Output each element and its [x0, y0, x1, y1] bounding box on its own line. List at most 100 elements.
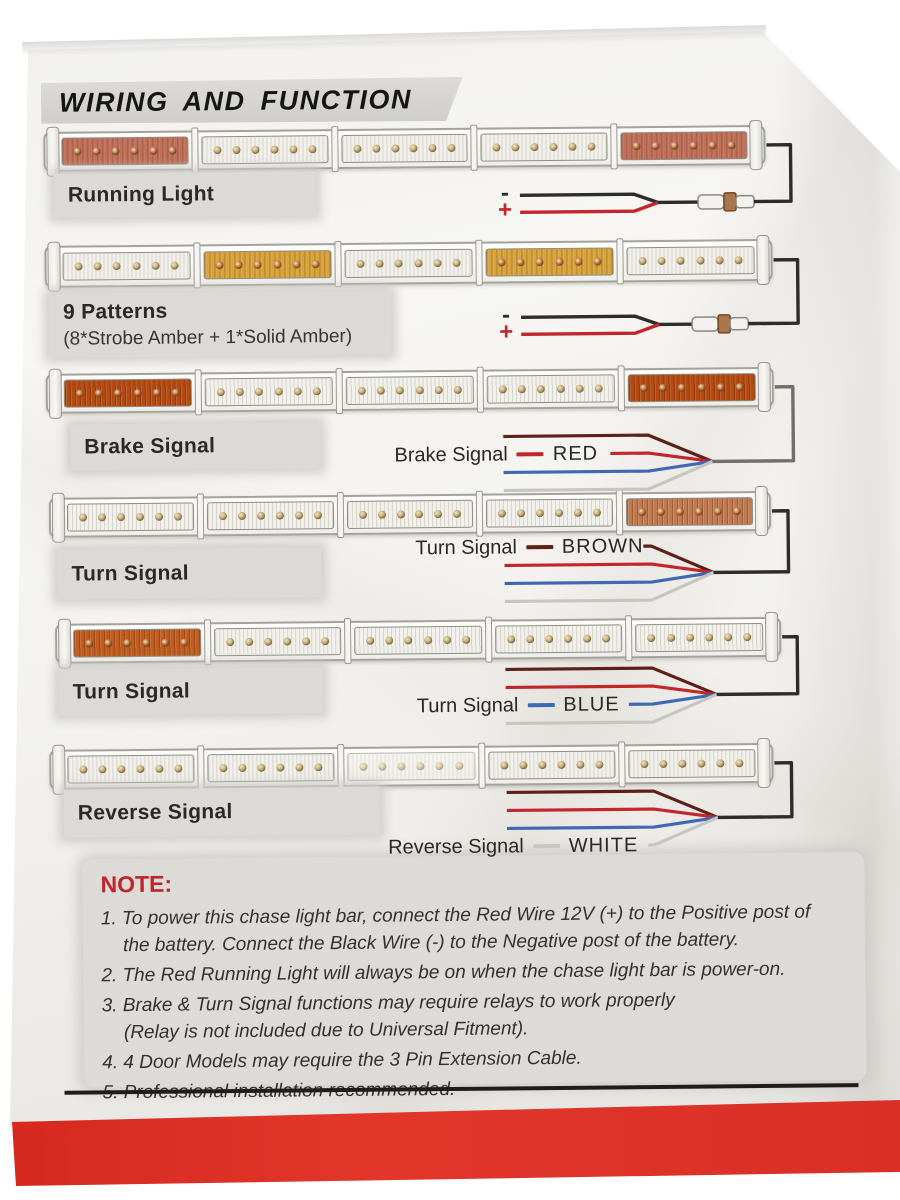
page-title: WIRING AND FUNCTION	[58, 83, 413, 118]
positive-label: +	[497, 196, 513, 224]
led-segment	[201, 135, 329, 165]
section-sublabel: (8*Strobe Amber + 1*Solid Amber)	[63, 325, 353, 350]
bar-bracket-tab	[335, 368, 344, 415]
led-segment	[203, 250, 332, 280]
led-dot	[435, 762, 444, 771]
led-dot	[452, 258, 461, 267]
led-dot	[716, 383, 725, 392]
led-dot	[716, 759, 725, 768]
led-dot	[378, 762, 387, 771]
led-dot	[149, 146, 158, 155]
running-light-negative-wire	[519, 192, 659, 205]
led-dot	[454, 761, 463, 770]
wire-signal-text: Turn Signal	[416, 693, 519, 717]
led-dot	[549, 142, 558, 152]
power-connector-plug	[691, 316, 719, 332]
led-segment	[344, 248, 473, 278]
led-segment	[487, 750, 616, 780]
led-dot	[237, 511, 246, 521]
led-dot	[507, 635, 516, 644]
wire-color-dash	[532, 843, 560, 849]
led-dot	[697, 759, 706, 768]
bar-end-cap	[51, 492, 66, 543]
led-dot	[647, 634, 656, 643]
led-dot	[583, 634, 592, 643]
led-dot	[155, 764, 164, 773]
led-dot	[537, 385, 546, 394]
led-dot	[292, 260, 301, 269]
reverse-signal-wire-label: Reverse Signal WHITE	[388, 831, 638, 861]
led-dot	[715, 256, 724, 265]
bar-bracket-tab	[336, 492, 344, 539]
led-dot	[697, 383, 706, 392]
led-dot	[676, 256, 686, 265]
wire-color-name: BLUE	[563, 692, 620, 716]
led-dot	[416, 762, 425, 771]
led-segment	[61, 136, 189, 166]
led-dot	[638, 257, 647, 266]
led-dot	[236, 387, 245, 397]
led-dot	[640, 760, 649, 769]
led-dot	[289, 145, 298, 154]
led-dot	[358, 510, 367, 519]
running-light-positive-wire	[520, 200, 659, 215]
led-dot	[321, 637, 330, 646]
led-dot	[434, 510, 443, 519]
led-dot	[397, 762, 406, 771]
led-dot	[575, 384, 584, 393]
led-dot	[308, 145, 317, 154]
led-dot	[555, 508, 564, 517]
led-dot	[678, 759, 687, 768]
led-dot	[517, 509, 526, 518]
led-dot	[723, 633, 732, 642]
led-dot	[576, 760, 585, 769]
led-dot	[97, 513, 106, 522]
led-dot	[79, 765, 88, 774]
led-dot	[735, 383, 744, 392]
led-dot	[234, 260, 243, 270]
bar-bracket-tab	[193, 242, 201, 289]
led-segment	[62, 251, 191, 281]
power-connector-plug	[729, 316, 749, 331]
led-dot	[168, 146, 177, 155]
led-dot	[390, 144, 400, 153]
led-dot	[359, 762, 368, 771]
note-item-1: 1. To power this chase light bar, connec…	[100, 901, 811, 957]
led-segment	[345, 375, 474, 405]
bar-bracket-tab	[610, 123, 618, 170]
led-dot	[216, 388, 225, 397]
led-dot	[78, 513, 88, 522]
bar-bracket-tab	[615, 489, 624, 536]
led-dot	[442, 635, 451, 645]
led-dot	[385, 636, 394, 645]
led-dot	[366, 636, 375, 645]
led-segment	[494, 624, 623, 654]
led-dot	[136, 764, 145, 774]
led-dot	[713, 507, 723, 516]
section-label: 9 Patterns	[62, 299, 168, 324]
led-dot	[461, 635, 470, 644]
led-dot	[556, 384, 565, 393]
led-dot	[555, 257, 564, 266]
led-dot	[526, 635, 535, 644]
bar-bracket-tab	[470, 124, 479, 171]
led-segment	[486, 498, 614, 528]
led-dot	[312, 387, 321, 396]
reverse-signal-wire-brown	[506, 789, 719, 819]
led-dot	[255, 387, 264, 396]
bar-end-cap	[52, 744, 66, 795]
led-dot	[171, 388, 180, 397]
led-dot	[270, 145, 279, 154]
led-segment	[340, 133, 468, 164]
bar-bracket-tab	[484, 616, 493, 663]
led-dot	[85, 639, 94, 648]
label-turn-signal-brown: Turn Signal	[57, 547, 322, 600]
brake-signal-wire-label: Brake Signal RED	[394, 440, 598, 470]
led-dot	[180, 638, 189, 647]
led-dot	[133, 388, 142, 398]
wire-signal-text: Reverse Signal	[388, 834, 524, 859]
led-dot	[689, 141, 698, 150]
led-dot	[538, 761, 547, 770]
